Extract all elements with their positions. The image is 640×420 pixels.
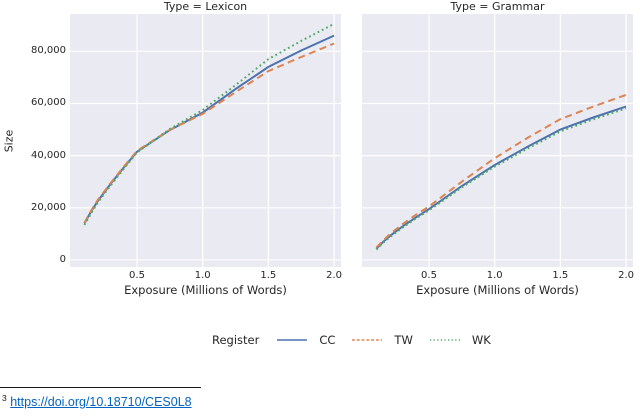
x-tick-label: 0.5 — [421, 270, 437, 281]
footnote-marker: 3 — [2, 393, 7, 403]
legend-entry-wk: WK — [429, 333, 491, 347]
panel-title-grammar: Type = Grammar — [450, 0, 545, 13]
x-tick-label: 1.5 — [260, 270, 277, 281]
legend-line-sample-wk — [429, 339, 460, 341]
x-tick-label: 1.0 — [194, 270, 211, 281]
y-tick-label: 80,000 — [31, 45, 66, 57]
y-tick-label: 40,000 — [31, 149, 66, 161]
panel-title-lexicon: Type = Lexicon — [163, 0, 248, 13]
legend-entry-tw: TW — [352, 333, 413, 347]
series-line-tw — [83, 42, 335, 224]
series-line-tw — [375, 93, 627, 249]
grammar-plot-area — [362, 14, 633, 267]
lexicon-plot-area — [70, 14, 341, 267]
x-tick-label: 1.0 — [486, 270, 503, 281]
legend: Register CC TW WK — [212, 333, 491, 347]
x-axis-label-lexicon: Exposure (Millions of Words) — [124, 283, 287, 297]
legend-line-sample-cc — [277, 339, 308, 341]
legend-label: CC — [319, 333, 336, 347]
y-tick-label: 0 — [59, 253, 66, 265]
legend-line-sample-tw — [352, 339, 383, 341]
legend-entry-cc: CC — [277, 333, 335, 347]
x-tick-label: 2.0 — [618, 270, 634, 281]
footnote: 3 https://doi.org/10.18710/CES0L8 — [2, 393, 192, 409]
y-tick-label: 60,000 — [31, 97, 66, 109]
x-tick-label: 1.5 — [552, 270, 569, 281]
y-axis-label: Size — [2, 129, 16, 153]
legend-title: Register — [212, 333, 260, 347]
x-tick-label: 2.0 — [326, 270, 342, 281]
footnote-separator — [0, 387, 201, 388]
series-line-cc — [375, 105, 627, 250]
x-tick-label: 0.5 — [129, 270, 145, 281]
legend-label: WK — [471, 333, 491, 347]
legend-label: TW — [394, 333, 413, 347]
y-tick-label: 20,000 — [31, 201, 66, 213]
footnote-doi-link[interactable]: https://doi.org/10.18710/CES0L8 — [10, 395, 192, 410]
x-axis-label-grammar: Exposure (Millions of Words) — [416, 283, 579, 297]
